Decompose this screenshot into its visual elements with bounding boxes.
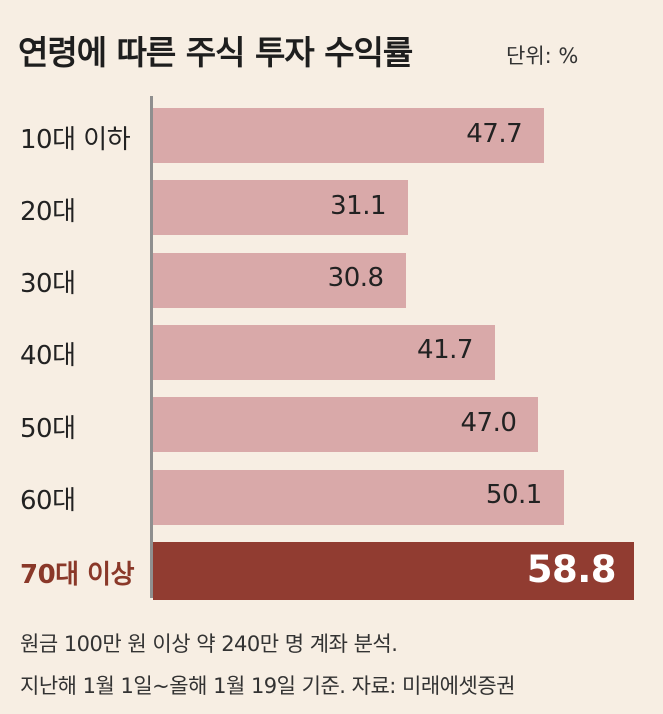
category-label: 20대 (20, 196, 76, 227)
category-axis-line (150, 96, 153, 598)
bar (153, 324, 495, 380)
unit-label: 단위: % (506, 44, 579, 68)
category-label: 60대 (20, 486, 76, 516)
category-label: 40대 (20, 341, 76, 372)
value-label: 47.0 (460, 407, 517, 438)
bar (153, 397, 539, 453)
footnote-sample: 원금 100만 원 이상 약 240만 명 계좌 분석. (20, 632, 398, 656)
footnote-source: 지난해 1월 1일~올해 1월 19일 기준. 자료: 미래에셋증권 (20, 674, 515, 698)
value-label: 41.7 (417, 335, 473, 366)
value-label: 30.8 (327, 263, 384, 294)
bar-highlight (153, 541, 634, 600)
value-label: 50.1 (485, 480, 542, 510)
bar (153, 108, 545, 163)
category-label: 70대 이상 (20, 559, 135, 590)
bar (153, 180, 409, 236)
category-label: 50대 (20, 413, 76, 444)
chart-title: 연령에 따른 주식 투자 수익률 (18, 33, 413, 72)
category-label: 10대 이하 (20, 124, 131, 155)
value-label: 58.8 (526, 547, 617, 591)
category-label: 30대 (20, 269, 76, 300)
value-label: 31.1 (330, 190, 387, 221)
bar (153, 469, 564, 525)
bar (153, 252, 406, 308)
value-label: 47.7 (466, 118, 523, 149)
